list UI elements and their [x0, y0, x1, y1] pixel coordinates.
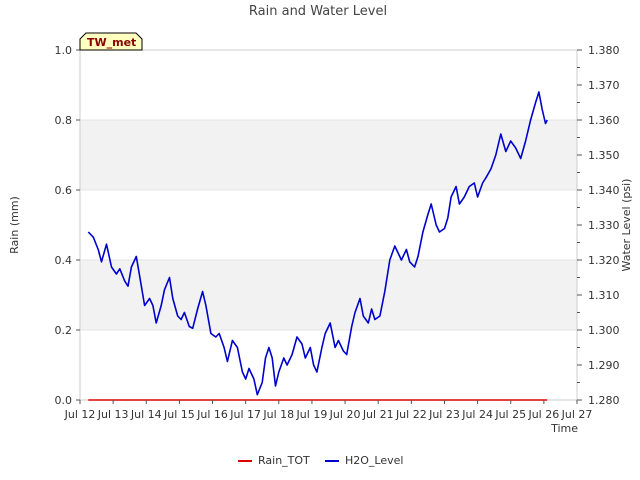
left-tick-label: 0.2	[55, 324, 73, 337]
left-axis-label: Rain (mm)	[8, 196, 21, 254]
x-tick-label: Jul 12	[64, 408, 96, 421]
right-axis-label: Water Level (psi)	[620, 179, 633, 272]
left-tick-label: 0.4	[55, 254, 73, 267]
right-tick-label: 1.310	[588, 289, 620, 302]
x-tick-label: Jul 13	[97, 408, 129, 421]
x-tick-label: Jul 17	[229, 408, 261, 421]
left-tick-label: 0.6	[55, 184, 73, 197]
chart-title: Rain and Water Level	[249, 4, 387, 19]
right-tick-label: 1.300	[588, 324, 620, 337]
legend-label-water: H2O_Level	[345, 454, 403, 467]
station-badge: TW_met	[79, 32, 143, 51]
gridlines	[80, 49, 577, 401]
x-tick-label: Jul 15	[163, 408, 195, 421]
left-tick-label: 1.0	[55, 44, 73, 57]
station-badge-shape	[79, 32, 143, 51]
right-tick-label: 1.360	[588, 114, 620, 127]
left-tick-label: 0.8	[55, 114, 73, 127]
right-tick-label: 1.370	[588, 79, 620, 92]
x-tick-label: Jul 23	[428, 408, 460, 421]
station-badge-label: TW_met	[87, 36, 136, 49]
right-tick-label: 1.290	[588, 359, 620, 372]
plot-frame	[79, 49, 578, 401]
legend: Rain_TOT H2O_Level	[238, 454, 403, 467]
x-tick-label: Jul 16	[196, 408, 228, 421]
series-layer	[87, 91, 548, 401]
right-tick-label: 1.280	[588, 394, 620, 407]
x-tick-label: Jul 27	[561, 408, 593, 421]
x-tick-label: Jul 21	[362, 408, 394, 421]
x-tick-label: Jul 25	[494, 408, 526, 421]
left-axis-ticks: 0.0 0.2 0.4 0.6 0.8 1.0	[55, 44, 80, 407]
x-tick-label: Jul 18	[262, 408, 294, 421]
right-tick-label: 1.330	[588, 219, 620, 232]
right-tick-label: 1.380	[588, 44, 620, 57]
legend-label-rain: Rain_TOT	[258, 454, 310, 467]
right-axis-ticks: 1.280 1.290 1.300 1.310 1.320 1.330 1.340 1.350…	[577, 44, 620, 407]
x-tick-label: Jul 19	[296, 408, 328, 421]
right-tick-label: 1.350	[588, 149, 620, 162]
x-tick-label: Jul 20	[329, 408, 361, 421]
x-tick-label: Jul 22	[395, 408, 427, 421]
x-tick-label: Jul 14	[130, 408, 162, 421]
background-band	[80, 120, 577, 190]
x-axis-label: Time	[550, 422, 578, 435]
background-bands	[80, 120, 577, 330]
left-tick-label: 0.0	[55, 394, 73, 407]
x-axis-ticks: Jul 12 Jul 13 Jul 14 Jul 15 Jul 16 Jul 17 Jul …	[64, 400, 593, 421]
x-tick-label: Jul 26	[527, 408, 559, 421]
series-line-h2o-level	[87, 91, 548, 396]
x-tick-label: Jul 24	[461, 408, 493, 421]
right-tick-label: 1.320	[588, 254, 620, 267]
background-band	[80, 260, 577, 330]
right-tick-label: 1.340	[588, 184, 620, 197]
